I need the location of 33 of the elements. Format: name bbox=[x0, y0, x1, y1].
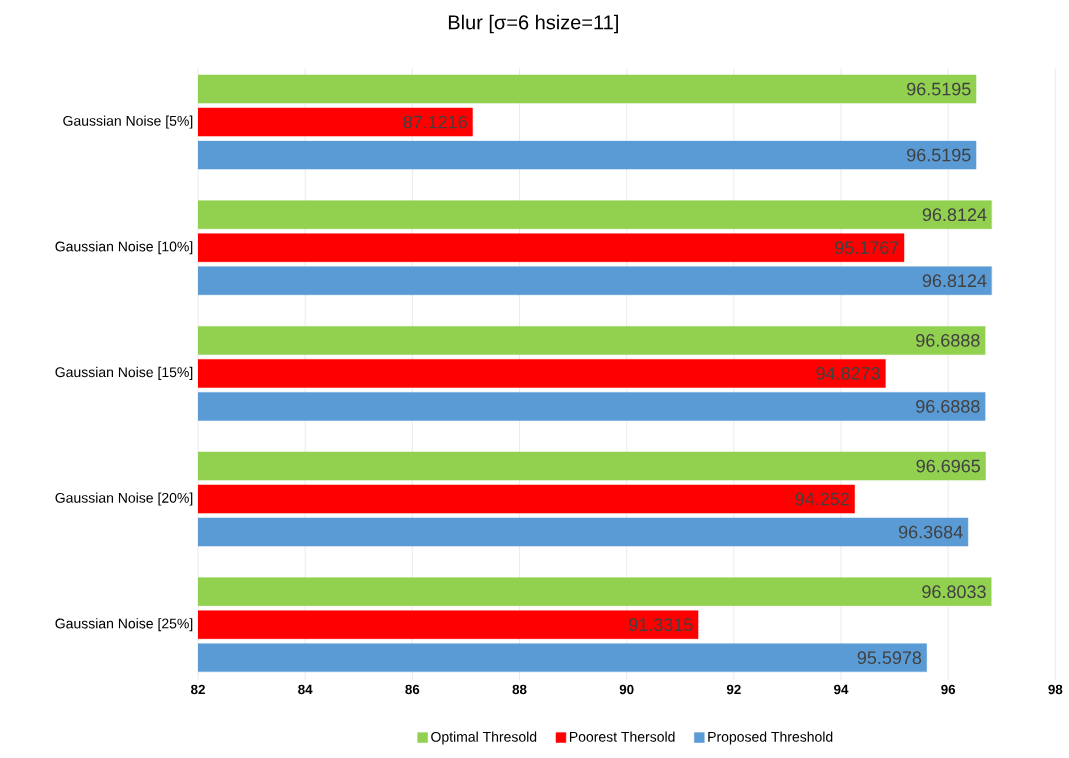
x-tick-label: 88 bbox=[512, 684, 527, 695]
data-label: 96.6888 bbox=[916, 334, 980, 347]
data-label: 96.8124 bbox=[922, 208, 987, 222]
legend-label: Optimal Thresold bbox=[431, 731, 537, 745]
data-label: 96.8033 bbox=[922, 585, 986, 599]
legend-label: Proposed Threshold bbox=[708, 731, 833, 745]
data-label: 96.5195 bbox=[907, 82, 971, 96]
y-tick-label: Gaussian Noise [15%] bbox=[55, 366, 193, 380]
data-label: 94.8273 bbox=[816, 367, 880, 380]
x-tick-label: 92 bbox=[726, 684, 741, 695]
y-tick-label: Gaussian Noise [5%] bbox=[63, 115, 193, 129]
y-tick-label: Gaussian Noise [10%] bbox=[55, 241, 193, 255]
x-tick-label: 94 bbox=[834, 684, 849, 695]
data-label: 96.3684 bbox=[898, 525, 963, 539]
data-label: 95.1767 bbox=[835, 241, 899, 255]
x-tick-label: 98 bbox=[1048, 684, 1063, 695]
x-tick-label: 96 bbox=[941, 684, 956, 695]
x-tick-label: 90 bbox=[619, 684, 634, 695]
data-label: 94.252 bbox=[795, 492, 849, 506]
data-label: 96.6965 bbox=[916, 459, 981, 473]
data-label: 96.5195 bbox=[907, 148, 971, 162]
legend-label: Poorest Thersold bbox=[569, 731, 675, 742]
x-tick-label: 84 bbox=[298, 684, 313, 695]
chart-title: Blur [σ=6 hsize=11] bbox=[448, 14, 618, 34]
x-tick-label: 86 bbox=[405, 684, 420, 695]
data-label: 91.3315 bbox=[629, 618, 693, 632]
x-tick-label: 82 bbox=[191, 684, 205, 695]
data-label: 96.8124 bbox=[922, 274, 987, 288]
data-label: 96.6888 bbox=[916, 400, 980, 413]
y-tick-label: Gaussian Noise [20%] bbox=[55, 492, 193, 506]
y-tick-label: Gaussian Noise [25%] bbox=[55, 618, 193, 632]
data-label: 95.5978 bbox=[857, 651, 922, 665]
data-label: 87.1216 bbox=[403, 115, 467, 129]
